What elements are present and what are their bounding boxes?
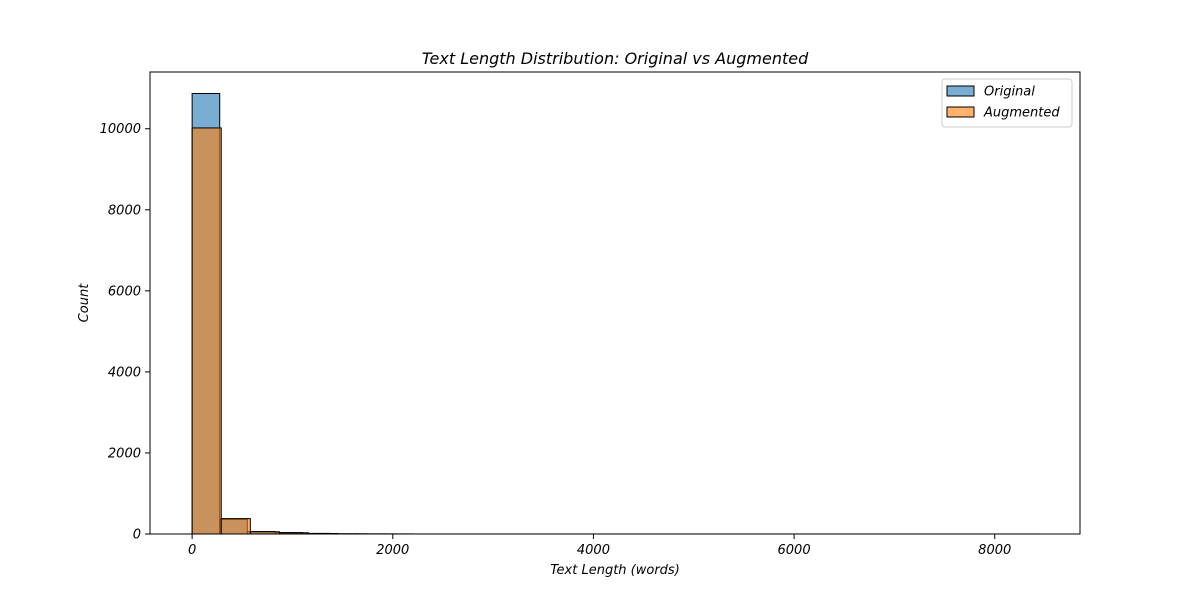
- bar-augmented-1: [220, 518, 251, 535]
- y-tick-label: 8000: [108, 203, 141, 218]
- series-augmented: [191, 127, 1041, 535]
- x-tick-label: 8000: [978, 543, 1011, 558]
- x-tick-label: 6000: [778, 543, 811, 558]
- x-tick-label: 0: [188, 543, 196, 558]
- bar-augmented-0: [191, 127, 222, 535]
- x-axis-label: Text Length (words): [550, 563, 680, 578]
- y-axis: 0 2000 4000 6000 8000 10000: [100, 122, 150, 543]
- legend-swatch-original: [946, 85, 975, 97]
- y-tick-label: 2000: [108, 446, 141, 461]
- legend: Original Augmented: [941, 78, 1073, 128]
- plot-frame: [149, 71, 1081, 535]
- x-tick-label: 2000: [376, 543, 409, 558]
- y-tick-label: 6000: [108, 284, 141, 299]
- series-original: [191, 92, 414, 535]
- legend-swatch-augmented: [946, 106, 975, 118]
- bars-layer: [191, 92, 1041, 535]
- x-axis: 0 2000 4000 6000 8000: [188, 534, 1011, 558]
- y-axis-label: Count: [77, 283, 92, 323]
- x-tick-label: 4000: [577, 543, 610, 558]
- y-tick-label: 4000: [108, 365, 141, 380]
- legend-label-original: Original: [984, 85, 1035, 100]
- y-tick-label: 0: [133, 528, 141, 543]
- chart-title: Text Length Distribution: Original vs Au…: [422, 49, 809, 68]
- legend-label-augmented: Augmented: [983, 106, 1060, 121]
- y-tick-label: 10000: [100, 122, 141, 137]
